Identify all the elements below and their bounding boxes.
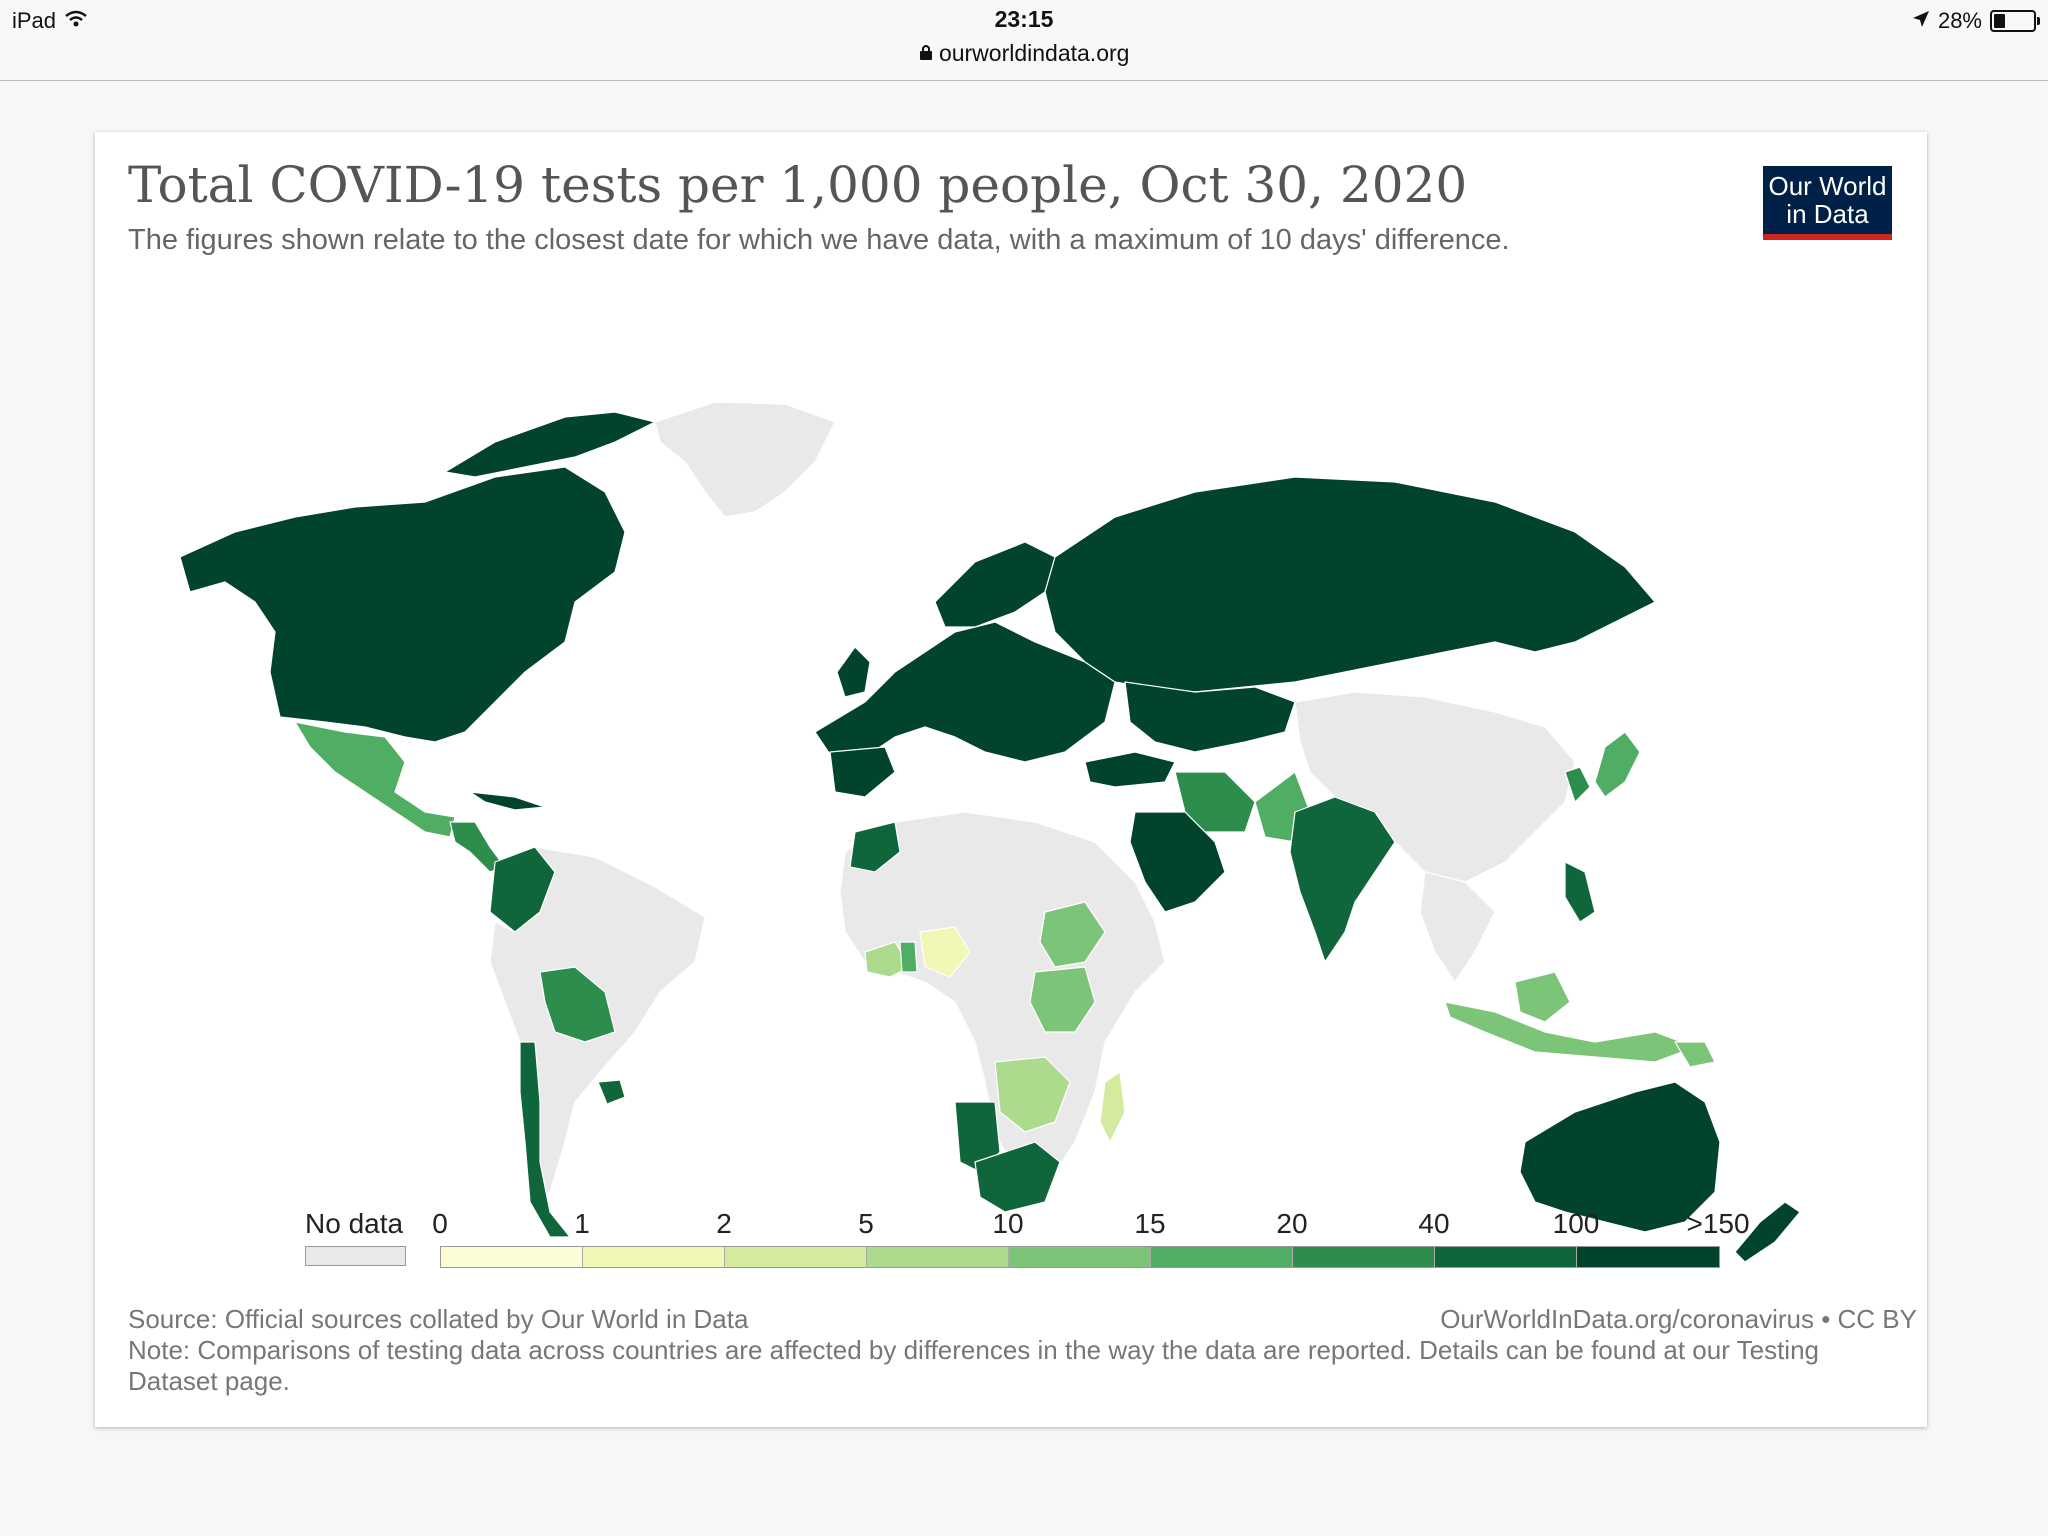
lock-icon — [919, 40, 939, 66]
legend-bin[interactable] — [583, 1247, 725, 1267]
map-ghana — [899, 941, 918, 973]
battery-fill — [1994, 14, 2005, 28]
battery-icon — [1990, 10, 2040, 32]
chart-card: Total COVID-19 tests per 1,000 people, O… — [95, 132, 1927, 1427]
address-bar[interactable]: ourworldindata.org — [0, 40, 2048, 67]
logo-line-1: Our World — [1768, 171, 1887, 201]
map-russia — [1044, 476, 1656, 693]
map-new-zealand — [1734, 1201, 1801, 1263]
map-kenya-tanzania — [1029, 966, 1096, 1033]
owid-logo[interactable]: Our World in Data — [1763, 166, 1892, 240]
legend-no-data-label: No data — [305, 1208, 404, 1239]
map-canada-usa — [179, 466, 626, 743]
map-indonesia — [1444, 1001, 1696, 1063]
device-name: iPad — [12, 8, 57, 33]
map-southern-africa-mid — [994, 1056, 1071, 1133]
map-se-asia — [1419, 871, 1496, 983]
map-saudi — [1129, 811, 1226, 913]
map-korea — [1564, 766, 1591, 803]
map-uk — [836, 646, 871, 698]
legend-bin[interactable] — [1293, 1247, 1435, 1267]
legend-tick-label: 40 — [1418, 1208, 1450, 1239]
legend-bin[interactable] — [441, 1247, 583, 1267]
url-text: ourworldindata.org — [938, 40, 1130, 66]
map-png — [1674, 1041, 1716, 1068]
map-borneo — [1514, 971, 1571, 1023]
world-map[interactable] — [95, 342, 1927, 1272]
legend-tick-label: 10 — [992, 1208, 1024, 1239]
wifi-icon — [64, 8, 88, 34]
note-text: Note: Comparisons of testing data across… — [128, 1335, 1819, 1396]
map-arctic-islands — [444, 411, 656, 478]
map-india — [1289, 796, 1396, 963]
legend-tick-label: 5 — [858, 1208, 874, 1239]
legend-bin[interactable] — [1435, 1247, 1577, 1267]
legend-tick-label: 0 — [432, 1208, 448, 1239]
legend-bin[interactable] — [1009, 1247, 1151, 1267]
legend-bin[interactable] — [867, 1247, 1009, 1267]
map-iberia — [829, 746, 896, 798]
map-nigeria — [919, 926, 971, 978]
map-central-asia — [1124, 681, 1296, 753]
legend-bin[interactable] — [1151, 1247, 1293, 1267]
status-right: 28% — [1912, 8, 2040, 34]
legend-tick-label: 2 — [716, 1208, 732, 1239]
status-bar: iPad 23:15 ourworldindata.org 28% — [0, 0, 2048, 81]
status-left: iPad — [12, 8, 88, 34]
location-arrow-icon — [1912, 8, 1930, 34]
legend-color-bins — [440, 1246, 1720, 1268]
map-greenland — [654, 401, 836, 518]
legend-tick-label: 100 — [1552, 1208, 1600, 1239]
legend-tick-label: 15 — [1134, 1208, 1166, 1239]
map-madagascar — [1099, 1071, 1126, 1143]
logo-line-2: in Data — [1786, 199, 1869, 229]
map-europe — [814, 621, 1116, 763]
legend-bin[interactable] — [725, 1247, 867, 1267]
legend-tick-label: 1 — [574, 1208, 590, 1239]
map-turkey — [1084, 751, 1176, 788]
map-bolivia — [539, 966, 616, 1043]
chart-title: Total COVID-19 tests per 1,000 people, O… — [128, 156, 1468, 214]
legend-bin[interactable] — [1577, 1247, 1719, 1267]
legend-tick-label: 20 — [1276, 1208, 1308, 1239]
attribution-link[interactable]: OurWorldInData.org/coronavirus • CC BY — [1440, 1304, 1917, 1334]
source-text: Source: Official sources collated by Our… — [128, 1304, 749, 1334]
map-chile — [519, 1041, 571, 1238]
map-australia — [1519, 1081, 1721, 1233]
map-caribbean — [469, 791, 546, 811]
map-uruguay — [597, 1079, 626, 1105]
map-philippines — [1564, 861, 1596, 923]
legend-no-data-swatch[interactable] — [305, 1246, 406, 1266]
map-scandinavia — [934, 541, 1056, 628]
legend-tick-label: >150 — [1686, 1208, 1750, 1239]
status-time: 23:15 — [994, 6, 1054, 32]
battery-percent: 28% — [1937, 8, 1982, 33]
map-west-africa — [864, 941, 911, 978]
chart-subtitle: The figures shown relate to the closest … — [128, 224, 1510, 256]
map-china — [1294, 691, 1576, 883]
map-south-africa — [974, 1141, 1061, 1213]
map-morocco — [849, 821, 901, 873]
map-east-africa — [1039, 901, 1106, 968]
map-japan — [1594, 731, 1641, 798]
